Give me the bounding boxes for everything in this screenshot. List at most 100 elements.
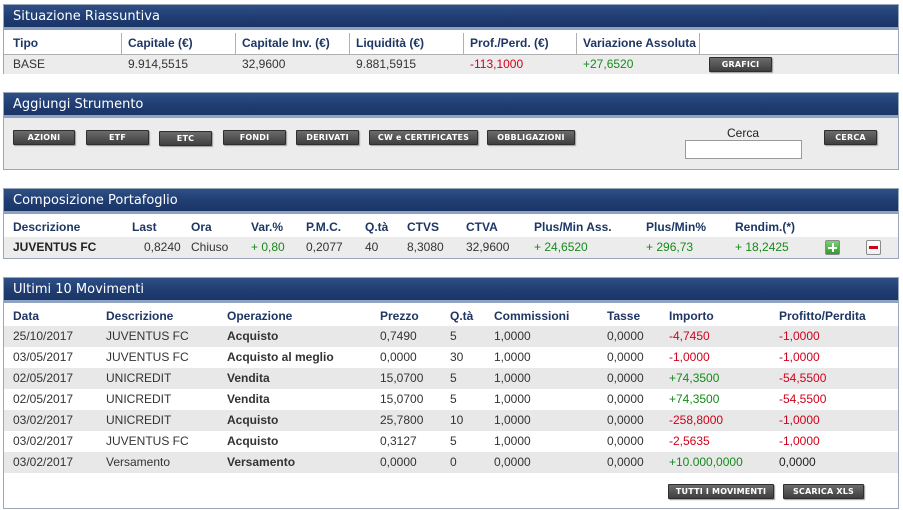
portfolio-title: Composizione Portafoglio	[4, 189, 898, 214]
cell-commissioni: 1,0000	[494, 413, 531, 427]
cell-qta: 5	[450, 371, 457, 385]
header-capitale: Capitale (€)	[128, 36, 193, 50]
cell-descrizione: UNICREDIT	[106, 371, 172, 385]
header-importo: Importo	[669, 309, 714, 323]
cell-commissioni: 0,0000	[494, 455, 531, 469]
summary-tipo: BASE	[13, 57, 46, 71]
cell-qta: 10	[450, 413, 464, 427]
cell-prezzo: 0,3127	[380, 434, 417, 448]
header-descrizione: Descrizione	[13, 220, 81, 234]
portfolio-ctvs: 8,3080	[407, 240, 444, 254]
cell-qta: 0	[450, 455, 457, 469]
tutti-movimenti-button[interactable]: TUTTI I MOVIMENTI	[668, 484, 774, 499]
header-last: Last	[132, 220, 157, 234]
header-qta: Q.tà	[365, 220, 389, 234]
cell-prezzo: 15,0700	[380, 371, 424, 385]
cw-certificates-button[interactable]: CW e CERTIFICATES	[369, 130, 478, 145]
cell-data: 25/10/2017	[13, 329, 74, 343]
cell-importo: +10.000,0000	[669, 455, 743, 469]
scarica-xls-button[interactable]: SCARICA XLS	[783, 484, 864, 499]
cell-profitto: -54,5500	[779, 371, 827, 385]
header-plus-pct: Plus/Min%	[646, 220, 707, 234]
cell-descrizione: JUVENTUS FC	[106, 329, 189, 343]
derivati-button[interactable]: DERIVATI	[296, 130, 359, 145]
cell-prezzo: 15,0700	[380, 392, 424, 406]
header-descrizione: Descrizione	[106, 309, 174, 323]
header-ctva: CTVA	[466, 220, 498, 234]
header-variazione: Variazione Assoluta	[583, 36, 696, 50]
remove-minus-icon[interactable]	[866, 240, 881, 255]
movements-header-row: Data Descrizione Operazione Prezzo Q.tà …	[4, 306, 898, 326]
header-qta: Q.tà	[450, 309, 474, 323]
portfolio-descrizione: JUVENTUS FC	[13, 240, 97, 254]
cell-commissioni: 1,0000	[494, 329, 531, 343]
add-instrument-panel: Aggiungi Strumento AZIONI ETF ETC FONDI …	[3, 92, 899, 170]
header-prof-perd: Prof./Perd. (€)	[470, 36, 549, 50]
cell-commissioni: 1,0000	[494, 371, 531, 385]
cell-qta: 5	[450, 392, 457, 406]
cell-qta: 5	[450, 329, 457, 343]
cell-importo: +74,3500	[669, 392, 720, 406]
portfolio-plus-ass: + 24,6520	[534, 240, 588, 254]
fondi-button[interactable]: FONDI	[223, 130, 286, 145]
search-input[interactable]	[685, 140, 802, 159]
grafici-button[interactable]: GRAFICI	[709, 57, 772, 72]
header-profitto: Profitto/Perdita	[779, 309, 866, 323]
cell-profitto: -1,0000	[779, 434, 820, 448]
cell-commissioni: 1,0000	[494, 434, 531, 448]
cell-operazione: Vendita	[227, 392, 270, 406]
table-row: 03/02/2017 JUVENTUS FC Acquisto 0,3127 5…	[4, 431, 898, 452]
add-plus-icon[interactable]	[825, 240, 840, 255]
summary-title: Situazione Riassuntiva	[4, 5, 898, 30]
etf-button[interactable]: ETF	[86, 130, 149, 145]
search-label: Cerca	[727, 126, 760, 140]
obbligazioni-button[interactable]: OBBLIGAZIONI	[487, 130, 575, 145]
header-ctvs: CTVS	[407, 220, 440, 234]
movements-panel: Ultimi 10 Movimenti Data Descrizione Ope…	[3, 277, 899, 509]
cell-descrizione: UNICREDIT	[106, 413, 172, 427]
cell-tasse: 0,0000	[607, 434, 644, 448]
cell-prezzo: 0,0000	[380, 350, 417, 364]
cell-prezzo: 0,7490	[380, 329, 417, 343]
portfolio-panel: Composizione Portafoglio Descrizione Las…	[3, 188, 899, 259]
cell-data: 02/05/2017	[13, 392, 74, 406]
table-row: 25/10/2017 JUVENTUS FC Acquisto 0,7490 5…	[4, 326, 898, 347]
divider	[4, 54, 898, 55]
cell-importo: -4,7450	[669, 329, 710, 343]
cell-qta: 30	[450, 350, 464, 364]
summary-header-row: Tipo Capitale (€) Capitale Inv. (€) Liqu…	[4, 33, 898, 54]
header-data: Data	[13, 309, 40, 323]
divider	[576, 33, 577, 54]
azioni-button[interactable]: AZIONI	[13, 130, 75, 145]
portfolio-header-row: Descrizione Last Ora Var.% P.M.C. Q.tà C…	[4, 217, 898, 237]
cell-data: 03/02/2017	[13, 413, 74, 427]
cell-importo: +74,3500	[669, 371, 720, 385]
portfolio-last: 0,8240	[144, 240, 181, 254]
cell-data: 03/02/2017	[13, 434, 74, 448]
cell-descrizione: UNICREDIT	[106, 392, 172, 406]
movements-title: Ultimi 10 Movimenti	[4, 278, 898, 303]
cerca-button[interactable]: CERCA	[824, 130, 877, 145]
header-ora: Ora	[191, 220, 212, 234]
cell-operazione: Vendita	[227, 371, 270, 385]
cell-profitto: -1,0000	[779, 413, 820, 427]
cell-importo: -1,0000	[669, 350, 710, 364]
summary-variazione: +27,6520	[583, 57, 634, 71]
portfolio-pmc: 0,2077	[306, 240, 343, 254]
cell-profitto: -1,0000	[779, 329, 820, 343]
cell-data: 03/05/2017	[13, 350, 74, 364]
divider	[463, 33, 464, 54]
portfolio-qta: 40	[365, 240, 379, 254]
etc-button[interactable]: ETC	[159, 131, 212, 146]
table-row: 02/05/2017 UNICREDIT Vendita 15,0700 5 1…	[4, 368, 898, 389]
cell-commissioni: 1,0000	[494, 350, 531, 364]
portfolio-ora: Chiuso	[191, 240, 229, 254]
header-var: Var.%	[251, 220, 284, 234]
header-plus-ass: Plus/Min Ass.	[534, 220, 612, 234]
table-row: 02/05/2017 UNICREDIT Vendita 15,0700 5 1…	[4, 389, 898, 410]
summary-liquidita: 9.881,5915	[356, 57, 417, 71]
summary-prof-perd: -113,1000	[470, 57, 524, 71]
cell-tasse: 0,0000	[607, 350, 644, 364]
cell-data: 02/05/2017	[13, 371, 74, 385]
cell-profitto: -54,5500	[779, 392, 827, 406]
